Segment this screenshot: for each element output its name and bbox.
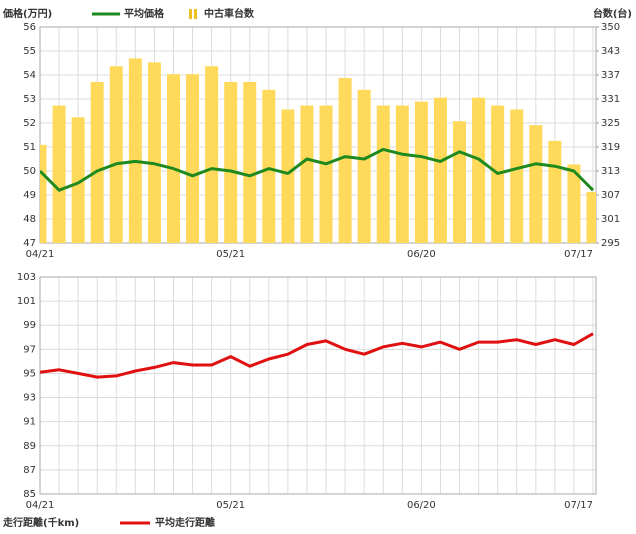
legend-label: 平均走行距離: [155, 516, 215, 529]
y-tick-label: 97: [23, 344, 36, 355]
y-tick-label: 50: [23, 166, 36, 177]
bar: [52, 105, 66, 243]
bar: [128, 58, 142, 243]
x-tick-label: 06/20: [407, 249, 436, 260]
bar: [510, 109, 524, 243]
bar: [586, 191, 596, 243]
y-tick-label: 55: [23, 46, 36, 57]
legend-swatch: [194, 9, 197, 19]
bar: [567, 164, 581, 243]
legend-swatch: [189, 9, 192, 19]
y-tick-label: 51: [23, 142, 36, 153]
y2-tick-label: 295: [601, 238, 620, 249]
y2-tick-label: 319: [601, 142, 620, 153]
bar: [300, 105, 314, 243]
line: [40, 147, 595, 192]
plot: 47 48 49 50 51 52 53 54 55 56 295 301 307 313 319 325 33…: [23, 22, 620, 260]
bar: [376, 105, 390, 243]
bar: [472, 97, 486, 243]
y-tick-label: 93: [23, 393, 36, 404]
bar: [453, 121, 467, 243]
bar: [243, 81, 257, 243]
y-tick-label: 85: [23, 489, 36, 500]
x-tick-label: 04/21: [26, 500, 55, 511]
bar: [186, 74, 200, 243]
y2-axis-label: 台数(台): [593, 7, 632, 20]
y2-tick-label: 343: [601, 46, 620, 57]
bar: [71, 117, 85, 243]
legend-label: 中古車台数: [204, 7, 255, 20]
bar: [319, 105, 333, 243]
y-axis-label: 走行距離(千km): [2, 516, 79, 529]
y2-tick-label: 337: [601, 70, 620, 81]
bar: [262, 89, 276, 243]
y-axis-label: 価格(万円): [2, 7, 52, 20]
y-tick-label: 101: [17, 296, 36, 307]
bar: [281, 109, 295, 243]
y-tick-label: 48: [23, 214, 36, 225]
y-tick-label: 89: [23, 441, 36, 452]
plot: 85 87 89 91 93 95 97 99 101 103 04/21 05/21 06/20 07/…: [17, 272, 597, 511]
bar: [414, 101, 428, 243]
bar: [40, 144, 47, 243]
y-tick-label: 103: [17, 272, 36, 283]
bar: [548, 140, 562, 243]
y-tick-label: 52: [23, 118, 36, 129]
bar: [224, 81, 238, 243]
bar: [433, 97, 447, 243]
bar: [147, 62, 161, 243]
bar: [90, 81, 104, 243]
plot-border: [39, 26, 597, 244]
y-tick-label: 49: [23, 190, 36, 201]
series-group: [40, 58, 596, 243]
y-tick-label: 53: [23, 94, 36, 105]
y2-tick-label: 331: [601, 94, 620, 105]
y2-tick-label: 313: [601, 166, 620, 177]
bar: [395, 105, 409, 243]
y2-tick-label: 325: [601, 118, 620, 129]
bar: [109, 66, 123, 243]
x-tick-label: 07/17: [564, 500, 593, 511]
bar: [205, 66, 219, 243]
y2-tick-label: 350: [601, 22, 620, 33]
y-tick-label: 99: [23, 320, 36, 331]
y-tick-label: 91: [23, 417, 36, 428]
bar: [166, 74, 180, 243]
y-tick-label: 56: [23, 22, 36, 33]
plot-border: [39, 276, 597, 495]
series-group: [40, 332, 594, 379]
bar: [529, 125, 543, 243]
y-tick-label: 54: [23, 70, 36, 81]
x-tick-label: 06/20: [407, 500, 436, 511]
bar: [357, 89, 371, 243]
x-tick-label: 04/21: [26, 249, 55, 260]
legend-label: 平均価格: [124, 7, 165, 20]
y-tick-label: 87: [23, 465, 36, 476]
x-tick-label: 05/21: [216, 500, 245, 511]
x-tick-label: 05/21: [216, 249, 245, 260]
line: [40, 332, 594, 379]
bar: [338, 78, 352, 243]
x-tick-label: 07/17: [564, 249, 593, 260]
y-tick-label: 95: [23, 368, 36, 379]
y-tick-label: 47: [23, 238, 36, 249]
y2-tick-label: 301: [601, 214, 620, 225]
y2-tick-label: 307: [601, 190, 620, 201]
